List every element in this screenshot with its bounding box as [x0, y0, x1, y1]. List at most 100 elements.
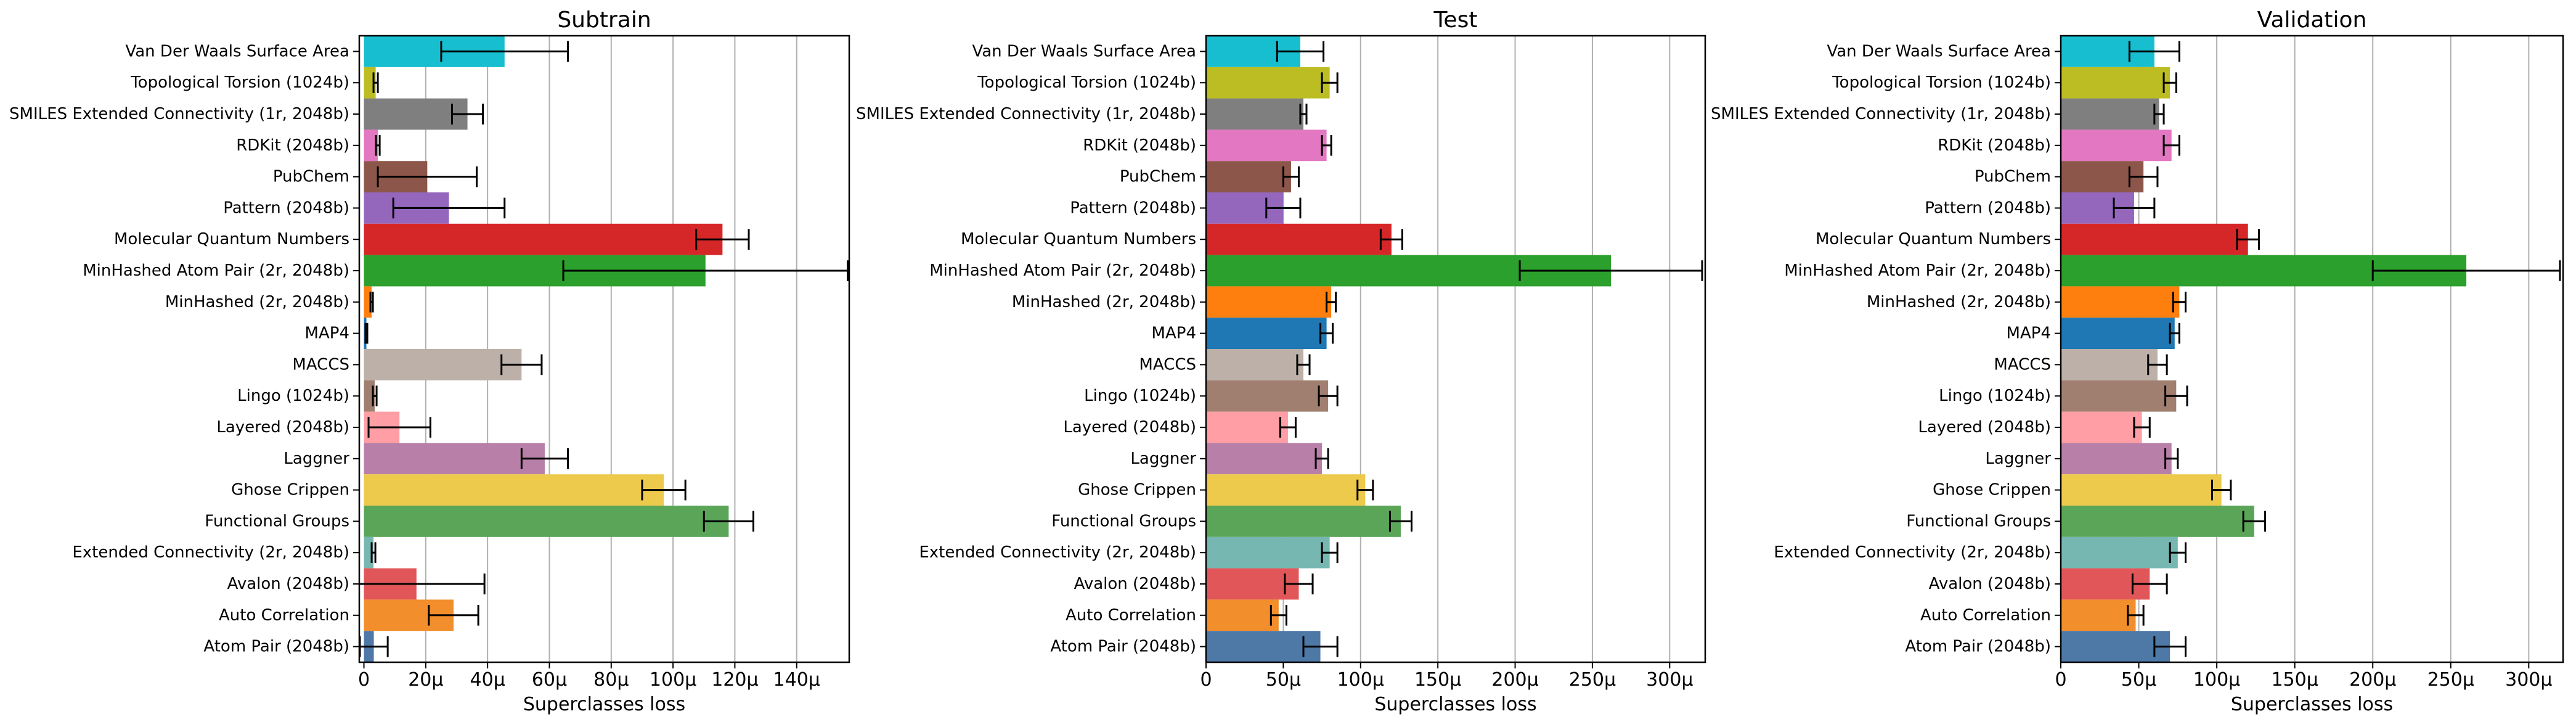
category-label: Layered (2048b) [1063, 418, 1196, 437]
category-label: RDKit (2048b) [236, 136, 349, 155]
category-label: Auto Correlation [1066, 606, 1196, 625]
bar [1206, 129, 1327, 162]
bar [2061, 380, 2177, 412]
bar [1206, 67, 1330, 99]
bar [364, 443, 545, 475]
panel-title: Validation [2257, 7, 2367, 33]
category-label: PubChem [1975, 168, 2051, 186]
bar [1206, 223, 1392, 255]
bar [1206, 98, 1303, 130]
category-label: Avalon (2048b) [227, 575, 349, 593]
bar [2061, 631, 2170, 662]
bar [2061, 474, 2222, 506]
x-tick-label: 100μ [650, 669, 696, 691]
x-tick-label: 150μ [1414, 669, 1461, 691]
category-label: MACCS [1139, 355, 1196, 374]
category-label: Laggner [1130, 450, 1196, 468]
category-label: MinHashed (2r, 2048b) [1867, 293, 2051, 311]
bar [2061, 98, 2159, 130]
bar [1206, 349, 1303, 380]
category-label: MinHashed (2r, 2048b) [1012, 293, 1196, 311]
x-tick-label: 300μ [2505, 669, 2552, 691]
category-label: Molecular Quantum Numbers [114, 230, 349, 248]
category-label: Pattern (2048b) [1925, 199, 2051, 217]
bar [2061, 536, 2178, 569]
axes-frame [1205, 35, 1706, 663]
bar [2061, 349, 2158, 380]
bar [1206, 474, 1366, 506]
category-label: RDKit (2048b) [1083, 136, 1196, 155]
category-label: Van Der Waals Surface Area [1827, 42, 2051, 60]
category-label: MAP4 [2007, 324, 2051, 343]
x-tick-label: 60μ [532, 669, 567, 691]
category-label: Topological Torsion (1024b) [1832, 73, 2051, 92]
bar [1206, 161, 1291, 192]
axes-frame [358, 35, 850, 663]
category-label: MAP4 [305, 324, 349, 343]
panel-test: Van Der Waals Surface Area Topological To… [856, 7, 1706, 715]
bar [364, 223, 723, 255]
category-label: Lingo (1024b) [1939, 387, 2051, 405]
category-label: Auto Correlation [1920, 606, 2051, 625]
x-tick-label: 0 [2055, 669, 2066, 691]
bar [2061, 599, 2136, 631]
x-tick-label: 200μ [1491, 669, 1538, 691]
bar [1206, 568, 1299, 600]
category-label: Topological Torsion (1024b) [130, 73, 349, 92]
bar [364, 129, 378, 162]
bar [364, 98, 468, 130]
x-tick-label: 50μ [2121, 669, 2156, 691]
category-label: MinHashed Atom Pair (2r, 2048b) [83, 261, 349, 280]
bar [1206, 380, 1329, 412]
x-tick-label: 250μ [2427, 669, 2474, 691]
category-label: Pattern (2048b) [223, 199, 349, 217]
category-label: Ghose Crippen [1933, 481, 2051, 499]
bar [364, 506, 729, 537]
bar [1206, 631, 1321, 662]
x-tick-label: 140μ [773, 669, 820, 691]
category-label: MACCS [292, 355, 349, 374]
category-label: Auto Correlation [219, 606, 349, 625]
x-tick-label: 0 [358, 669, 370, 691]
x-tick-label: 0 [1200, 669, 1212, 691]
category-label: Extended Connectivity (2r, 2048b) [72, 543, 349, 562]
category-label: Functional Groups [1906, 512, 2051, 530]
category-label: Avalon (2048b) [1929, 575, 2051, 593]
bar [364, 474, 664, 506]
category-label: Avalon (2048b) [1074, 575, 1196, 593]
category-label: Van Der Waals Surface Area [972, 42, 1196, 60]
bar [1206, 318, 1327, 349]
category-label: Layered (2048b) [1918, 418, 2051, 437]
bar [2061, 67, 2170, 99]
category-label: Layered (2048b) [216, 418, 349, 437]
category-label: Van Der Waals Surface Area [125, 42, 349, 60]
category-label: Ghose Crippen [1078, 481, 1196, 499]
bar [1206, 536, 1330, 569]
category-label: Laggner [1985, 450, 2051, 468]
category-label: Lingo (1024b) [237, 387, 349, 405]
x-tick-label: 100μ [2193, 669, 2240, 691]
category-label: Atom Pair (2048b) [1050, 638, 1196, 656]
bar [1206, 443, 1323, 475]
category-label: MACCS [1994, 355, 2051, 374]
x-tick-label: 40μ [470, 669, 505, 691]
category-label: Functional Groups [1051, 512, 1196, 530]
category-label: Ghose Crippen [231, 481, 349, 499]
x-tick-label: 80μ [593, 669, 629, 691]
category-label: SMILES Extended Connectivity (1r, 2048b) [856, 105, 1196, 123]
category-label: MAP4 [1152, 324, 1196, 343]
category-label: Functional Groups [205, 512, 349, 530]
x-tick-label: 250μ [1569, 669, 1616, 691]
x-tick-label: 150μ [2271, 669, 2318, 691]
category-label: Extended Connectivity (2r, 2048b) [1774, 543, 2051, 562]
x-tick-label: 50μ [1266, 669, 1301, 691]
bar [1206, 286, 1332, 318]
category-label: PubChem [273, 168, 349, 186]
axes-frame [2060, 35, 2564, 663]
bar [1206, 411, 1288, 443]
bar [1206, 506, 1401, 537]
category-label: MinHashed Atom Pair (2r, 2048b) [1784, 261, 2051, 280]
category-label: RDKit (2048b) [1938, 136, 2051, 155]
bar [2061, 506, 2254, 537]
x-tick-label: 20μ [408, 669, 443, 691]
